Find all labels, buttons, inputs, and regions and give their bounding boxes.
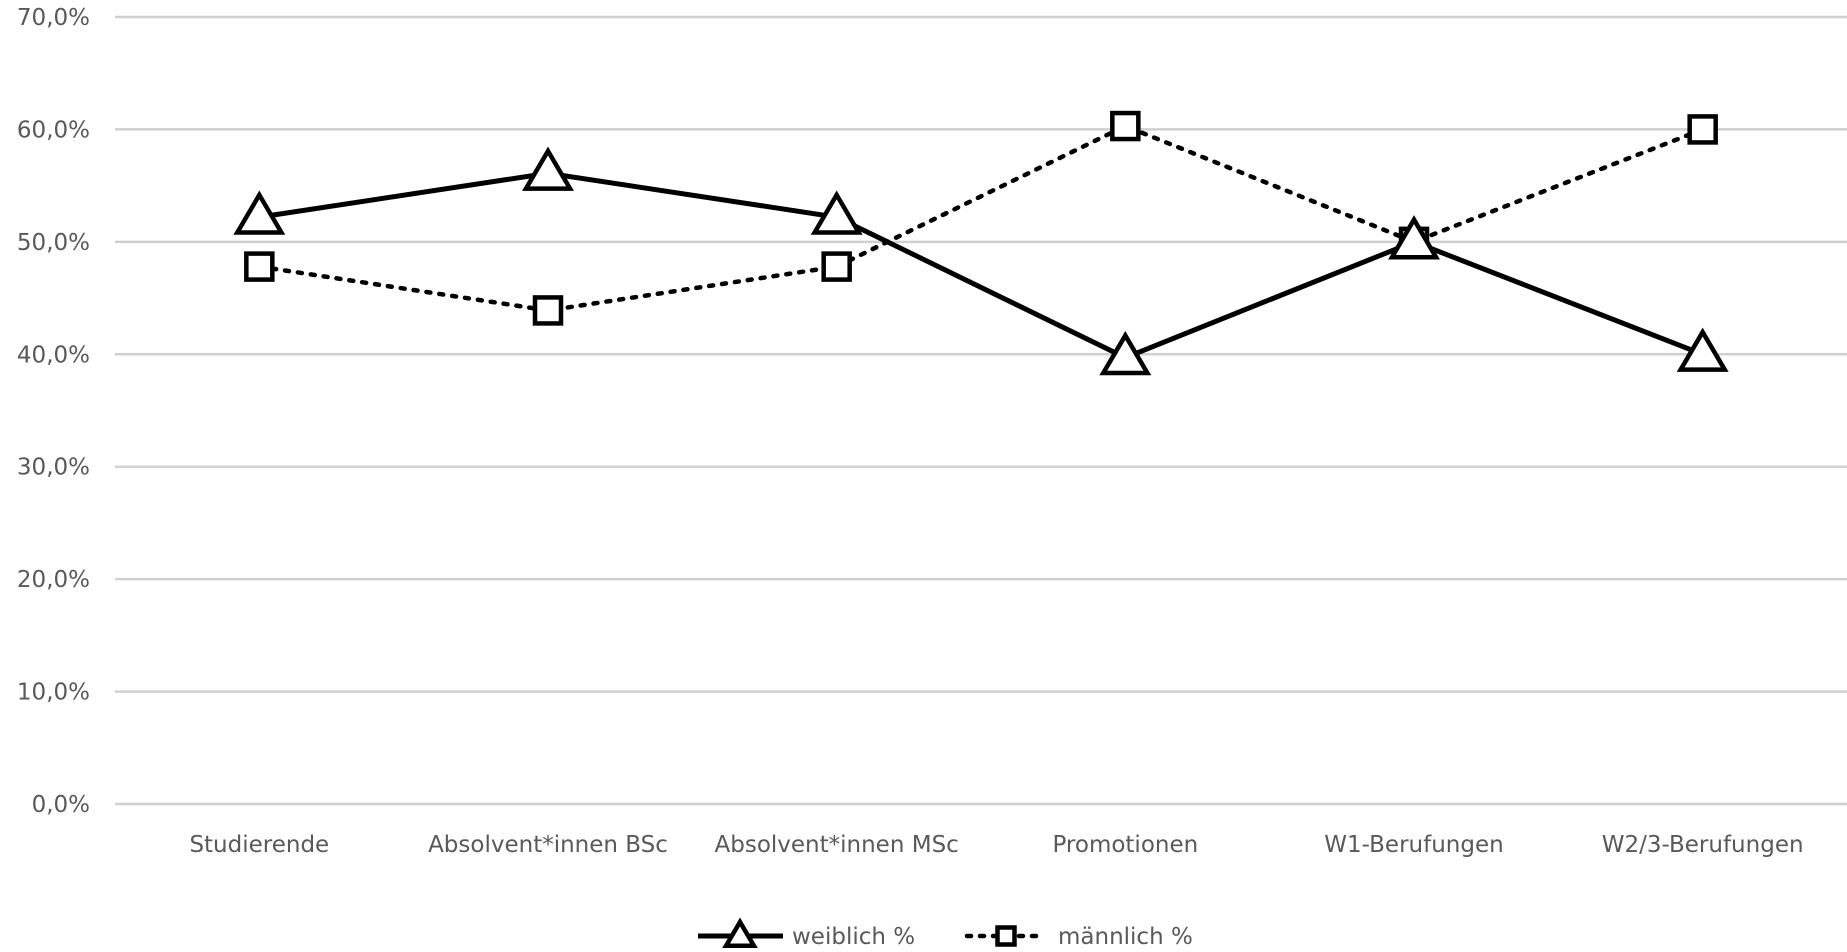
x-category-label: Absolvent*innen MSc — [715, 832, 959, 858]
data-point-triangle — [1099, 330, 1152, 376]
gridlines — [115, 15, 1847, 806]
x-axis-category-labels: Studierende Absolvent*innen BSc Absolvent*… — [189, 832, 1803, 858]
data-point-triangle — [810, 190, 863, 235]
data-point-triangle — [1388, 215, 1440, 260]
y-tick-label: 20,0% — [17, 567, 90, 593]
legend: weiblich % männlich % — [698, 917, 1193, 950]
y-tick-label: 50,0% — [17, 230, 90, 256]
data-point-square — [821, 251, 852, 282]
data-point-square — [1110, 110, 1141, 142]
data-point-square — [1687, 114, 1718, 145]
legend-label: weiblich % — [792, 924, 915, 950]
legend-label: männlich % — [1058, 924, 1193, 950]
y-axis-tick-labels: 0,0% 10,0% 20,0% 30,0% 40,0% 50,0% 60,0% 70,0% — [17, 5, 90, 818]
y-tick-label: 10,0% — [17, 680, 90, 706]
x-category-label: W2/3-Berufungen — [1602, 832, 1804, 858]
series-markers — [233, 110, 1729, 376]
legend-marker-triangle — [722, 917, 758, 948]
y-tick-label: 0,0% — [32, 792, 90, 818]
data-point-square — [244, 251, 275, 282]
series-lines — [257, 123, 1705, 361]
series-line-1 — [257, 123, 1705, 313]
legend-marker-square — [995, 925, 1017, 947]
x-category-label: W1-Berufungen — [1324, 832, 1503, 858]
x-category-label: Studierende — [189, 832, 329, 858]
y-tick-label: 30,0% — [17, 455, 90, 481]
y-tick-label: 40,0% — [17, 342, 90, 368]
y-tick-label: 60,0% — [17, 117, 90, 143]
x-category-label: Promotionen — [1052, 832, 1198, 858]
data-point-triangle — [1676, 327, 1729, 372]
data-point-triangle — [233, 190, 286, 235]
data-point-triangle — [522, 146, 574, 191]
series-line-0 — [258, 170, 1704, 361]
x-category-label: Absolvent*innen BSc — [428, 832, 668, 858]
data-point-square — [532, 295, 564, 326]
y-tick-label: 70,0% — [17, 5, 90, 31]
